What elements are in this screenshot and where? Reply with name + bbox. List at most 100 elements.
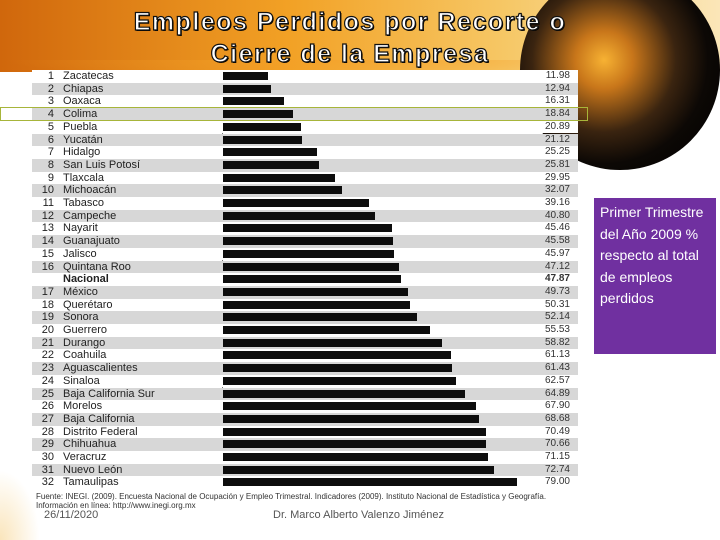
value-label: 70.66	[544, 438, 570, 450]
value-label: 45.46	[544, 222, 570, 234]
table-row: 23 Aguascalientes 61.43	[32, 362, 578, 375]
category-label: Querétaro	[63, 298, 113, 311]
table-row: 31 Nuevo León 72.74	[32, 463, 578, 477]
table-row: 17 México 49.73	[32, 285, 578, 299]
bar-jalisco	[223, 249, 395, 258]
value-label: 25.81	[544, 158, 570, 170]
category-label: Zacatecas	[63, 70, 114, 82]
bar-hidalgo	[223, 148, 318, 157]
bar-sinaloa	[223, 376, 457, 385]
title-line-2: Cierre de la Empresa	[210, 39, 490, 68]
bar-michoac-n	[223, 186, 343, 195]
table-row: 32 Tamaulipas 79.00	[32, 476, 578, 490]
value-label: 79.00	[544, 476, 570, 488]
value-label: 67.90	[544, 400, 570, 412]
value-label: 11.98	[545, 70, 570, 81]
category-label: Baja California	[63, 412, 135, 425]
table-row: 19 Sonora 52.14	[32, 311, 578, 324]
category-label: Michoacán	[63, 184, 117, 197]
bar-durango	[223, 338, 443, 347]
rank-label: 27	[41, 412, 54, 425]
category-label: Jalisco	[63, 247, 97, 260]
value-label: 68.68	[544, 412, 570, 424]
rank-label: 9	[47, 171, 54, 184]
bar-nacional	[223, 275, 402, 284]
rank-label: 17	[41, 285, 54, 298]
source-note: Fuente: INEGI. (2009). Encuesta Nacional…	[36, 492, 547, 510]
rank-label: 32	[41, 476, 54, 489]
table-row: 1 Zacatecas 11.98	[32, 70, 578, 83]
rank-label: 20	[41, 324, 54, 336]
rank-label: 21	[41, 336, 54, 349]
bar-yucat-n	[223, 135, 302, 144]
bar-aguascalientes	[223, 364, 452, 373]
value-label: 16.31	[544, 95, 570, 107]
value-label: 62.57	[544, 374, 570, 386]
value-label: 50.31	[544, 298, 570, 310]
rank-label: 29	[41, 438, 54, 451]
bar-zacatecas	[223, 72, 268, 80]
table-row: 3 Oaxaca 16.31	[32, 95, 578, 109]
value-label: 25.25	[544, 146, 570, 158]
category-label: Hidalgo	[63, 146, 101, 159]
highlight-row-frame	[0, 107, 588, 121]
bar-quer-taro	[223, 300, 411, 309]
value-label: 18.84	[544, 108, 570, 120]
category-label: Sinaloa	[63, 374, 100, 387]
rank-label: 2	[47, 82, 54, 95]
table-row: 11 Tabasco 39.16	[32, 197, 578, 210]
value-label: 39.16	[544, 197, 570, 208]
category-label: Veracruz	[63, 451, 107, 463]
rank-label: 12	[41, 209, 54, 222]
table-row: 30 Veracruz 71.15	[32, 451, 578, 464]
bar-colima	[223, 110, 294, 119]
slide-title: Empleos Perdidos por Recorte o Cierre de…	[40, 6, 660, 70]
category-label: Durango	[63, 336, 106, 349]
table-row: 20 Guerrero 55.53	[32, 324, 578, 337]
bar-nayarit	[223, 224, 393, 233]
bar-chiapas	[223, 84, 272, 93]
table-row: 15 Jalisco 45.97	[32, 247, 578, 261]
bar-campeche	[223, 211, 375, 220]
category-label: Coahuila	[63, 349, 107, 362]
category-label: Campeche	[63, 209, 117, 222]
national-row: Nacional 47.87	[32, 273, 578, 286]
rank-label: 15	[41, 247, 54, 260]
rank-label: 18	[41, 298, 54, 311]
value-label: 70.49	[544, 425, 570, 437]
table-row: 21 Durango 58.82	[32, 336, 578, 350]
value-label: 40.80	[544, 209, 570, 221]
bar-coahuila	[223, 351, 451, 360]
bar-san-luis-potos-	[223, 160, 320, 169]
category-label: México	[63, 285, 98, 298]
category-label: Nacional	[63, 273, 109, 286]
bar-sonora	[223, 313, 418, 322]
category-label: Chiapas	[63, 82, 104, 95]
side-note-box: Primer Trimestre del Año 2009 % respecto…	[594, 198, 716, 354]
table-row: 4 Colima 18.84	[32, 108, 578, 121]
table-row: 13 Nayarit 45.46	[32, 222, 578, 236]
rank-label: 4	[47, 108, 54, 121]
bar-morelos	[223, 402, 476, 411]
value-label: 32.07	[544, 184, 570, 196]
table-row: 12 Campeche 40.80	[32, 209, 578, 223]
bar-tabasco	[223, 199, 369, 207]
bar-tamaulipas	[223, 478, 518, 487]
category-label: Tlaxcala	[63, 171, 104, 184]
rank-label: 8	[47, 158, 54, 171]
value-label: 20.89	[544, 120, 570, 132]
table-row: 9 Tlaxcala 29.95	[32, 171, 578, 185]
table-row: 18 Querétaro 50.31	[32, 298, 578, 312]
category-label: Baja California Sur	[63, 387, 155, 400]
rank-label: 19	[41, 311, 54, 324]
table-row: 26 Morelos 67.90	[32, 400, 578, 413]
ranking-bar-chart: 1 Zacatecas 11.98 2 Chiapas 12.94 3 Oaxaca 16.31…	[32, 70, 578, 490]
value-label: 29.95	[544, 171, 570, 183]
rank-label: 5	[47, 120, 54, 133]
category-label: Distrito Federal	[63, 425, 138, 438]
table-row: 5 Puebla 20.89	[32, 120, 578, 134]
category-label: Guerrero	[63, 324, 108, 336]
rank-label: 30	[41, 451, 54, 463]
bar-nuevo-le-n	[223, 465, 494, 474]
value-label: 64.89	[544, 387, 570, 399]
